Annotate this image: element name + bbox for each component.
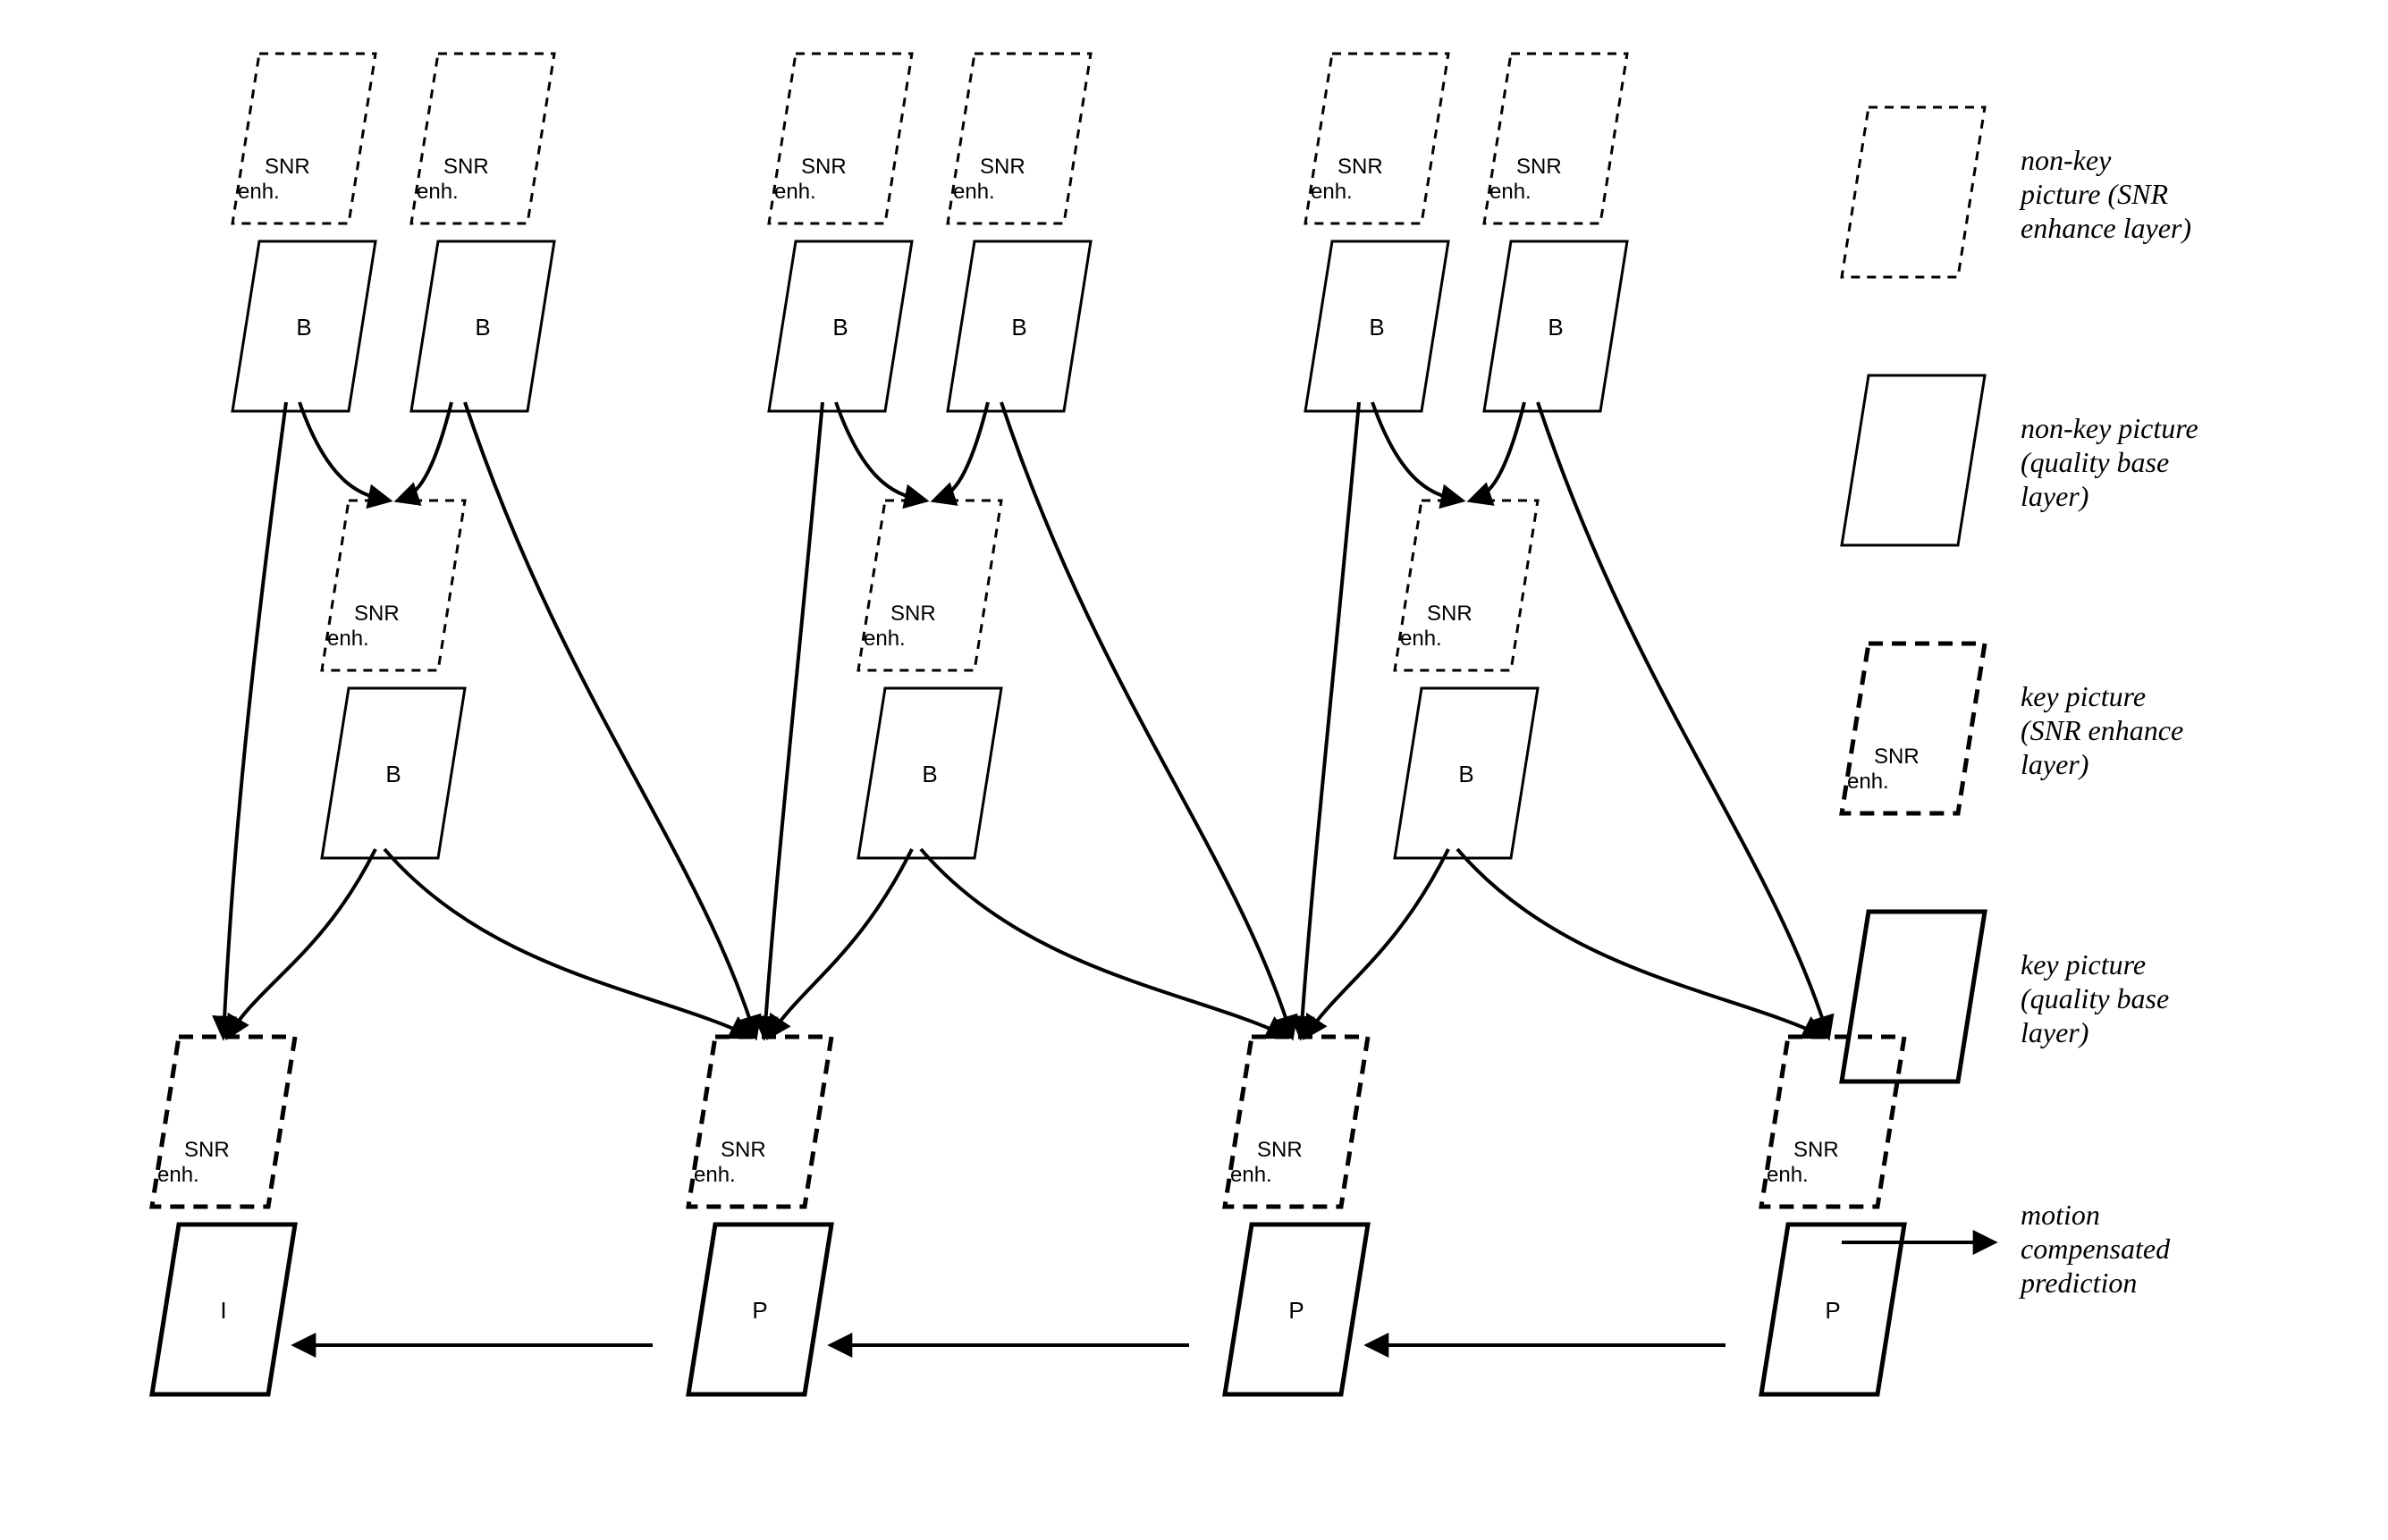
prediction-arrow	[1471, 402, 1524, 501]
prediction-arrow	[228, 849, 375, 1037]
svg-text:SNR: SNR	[980, 155, 1025, 179]
legend-label: key picture	[2021, 680, 2146, 712]
svg-text:B: B	[922, 761, 937, 787]
svg-text:enh.: enh.	[1847, 770, 1889, 794]
legend-label: non-key	[2021, 144, 2112, 176]
svg-text:enh.: enh.	[238, 180, 280, 204]
prediction-arrow	[769, 849, 912, 1037]
prediction-arrow	[1372, 402, 1462, 501]
legend-label: enhance layer)	[2021, 212, 2191, 244]
svg-text:SNR: SNR	[1516, 155, 1562, 179]
prediction-arrow	[465, 402, 755, 1037]
prediction-arrow	[836, 402, 925, 501]
legend-label: (quality base	[2021, 982, 2169, 1014]
prediction-arrow	[1457, 849, 1824, 1037]
prediction-arrow	[300, 402, 389, 501]
svg-text:SNR: SNR	[721, 1138, 766, 1162]
svg-text:SNR: SNR	[1874, 745, 1920, 769]
svg-text:SNR: SNR	[801, 155, 847, 179]
svg-text:SNR: SNR	[354, 602, 400, 626]
svg-text:enh.: enh.	[1767, 1163, 1809, 1187]
prediction-arrow	[384, 849, 751, 1037]
svg-text:enh.: enh.	[1311, 180, 1353, 204]
svg-text:enh.: enh.	[1400, 627, 1442, 651]
legend-label: compensated	[2021, 1233, 2171, 1265]
legend-box	[1842, 912, 1985, 1081]
svg-text:enh.: enh.	[1230, 1163, 1272, 1187]
svg-text:P: P	[1288, 1297, 1304, 1324]
legend-label: layer)	[2021, 748, 2088, 780]
svg-text:P: P	[1825, 1297, 1840, 1324]
svg-text:enh.: enh.	[694, 1163, 736, 1187]
legend-label: (quality base	[2021, 446, 2169, 478]
prediction-arrow	[934, 402, 988, 501]
svg-text:SNR: SNR	[1337, 155, 1383, 179]
svg-text:SNR: SNR	[184, 1138, 230, 1162]
svg-text:I: I	[220, 1297, 226, 1324]
prediction-arrow	[764, 402, 823, 1037]
prediction-arrow	[1301, 402, 1359, 1037]
svg-text:B: B	[1458, 761, 1473, 787]
svg-text:SNR: SNR	[443, 155, 489, 179]
prediction-arrow	[224, 402, 286, 1037]
prediction-arrow	[1001, 402, 1292, 1037]
svg-text:SNR: SNR	[890, 602, 936, 626]
prediction-arrow	[1538, 402, 1828, 1037]
svg-text:SNR: SNR	[1257, 1138, 1303, 1162]
legend-label: key picture	[2021, 948, 2146, 980]
svg-text:B: B	[385, 761, 401, 787]
svg-text:B: B	[475, 314, 490, 341]
svg-text:SNR: SNR	[265, 155, 310, 179]
legend-label: layer)	[2021, 1016, 2088, 1048]
prediction-arrow	[1305, 849, 1448, 1037]
legend-label: picture (SNR	[2019, 178, 2168, 210]
svg-text:enh.: enh.	[157, 1163, 199, 1187]
svg-text:enh.: enh.	[774, 180, 816, 204]
legend-box	[1842, 107, 1985, 277]
svg-text:P: P	[752, 1297, 767, 1324]
svg-text:B: B	[1011, 314, 1026, 341]
svg-text:enh.: enh.	[417, 180, 459, 204]
svg-text:B: B	[832, 314, 848, 341]
svg-text:SNR: SNR	[1793, 1138, 1839, 1162]
legend-label: (SNR enhance	[2021, 714, 2183, 746]
legend-label: layer)	[2021, 480, 2088, 512]
legend-label: non-key picture	[2021, 412, 2198, 444]
svg-text:enh.: enh.	[953, 180, 995, 204]
prediction-arrow	[921, 849, 1287, 1037]
legend-box	[1842, 375, 1985, 545]
svg-text:B: B	[296, 314, 311, 341]
svg-text:enh.: enh.	[864, 627, 906, 651]
svg-text:SNR: SNR	[1427, 602, 1472, 626]
legend-label: motion	[2021, 1199, 2100, 1231]
svg-text:B: B	[1548, 314, 1563, 341]
svg-text:B: B	[1369, 314, 1384, 341]
legend-label: prediction	[2019, 1267, 2137, 1299]
svg-text:enh.: enh.	[327, 627, 369, 651]
svg-text:enh.: enh.	[1489, 180, 1532, 204]
prediction-arrow	[398, 402, 451, 501]
